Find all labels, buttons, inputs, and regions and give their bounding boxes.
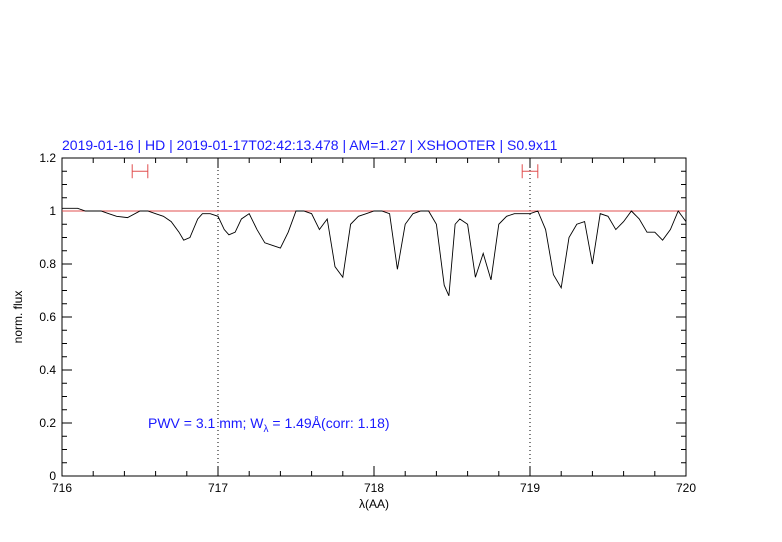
- y-tick-label: 0: [49, 469, 56, 483]
- y-tick-label: 1: [49, 204, 56, 218]
- spectrum-line: [62, 207, 687, 296]
- x-tick-label: 718: [364, 481, 384, 495]
- y-tick-label: 0.6: [39, 310, 56, 324]
- y-tick-label: 1.2: [39, 151, 56, 165]
- x-tick-label: 719: [520, 481, 540, 495]
- y-tick-label: 0.2: [39, 416, 56, 430]
- annotation-subscript: λ: [264, 424, 269, 435]
- annotation: PWV = 3.1 mm; Wλ = 1.49Å(corr: 1.18): [148, 415, 390, 435]
- y-tick-label: 0.8: [39, 257, 56, 271]
- x-tick-label: 720: [676, 481, 696, 495]
- x-tick-label: 717: [208, 481, 228, 495]
- annotation-text: PWV = 3.1 mm; W: [148, 415, 264, 431]
- y-axis-label: norm. flux: [11, 291, 25, 344]
- x-axis-label: λ(AA): [359, 497, 389, 511]
- y-tick-label: 0.4: [39, 363, 56, 377]
- chart-title: 2019-01-16 | HD | 2019-01-17T02:42:13.47…: [62, 137, 558, 153]
- x-tick-label: 716: [52, 481, 72, 495]
- annotation-rest: = 1.49Å(corr: 1.18): [269, 415, 390, 431]
